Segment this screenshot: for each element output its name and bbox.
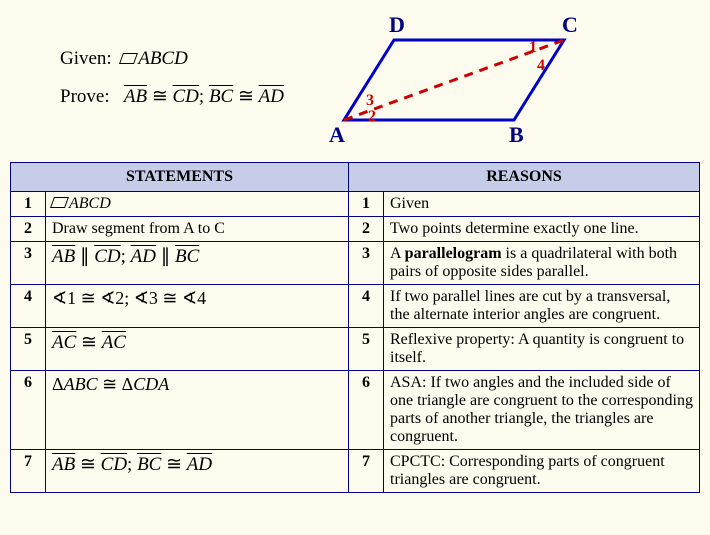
angle-1: 1 [529, 39, 537, 56]
given-value: ABCD [138, 48, 188, 69]
row-5: 5 AC ≅ AC 5 Reflexive property: A quanti… [11, 328, 700, 371]
seg-ab: AB [124, 86, 147, 107]
reason-cell: If two parallel lines are cut by a trans… [384, 285, 700, 328]
row-6: 6 ΔABC ≅ ΔCDA 6 ASA: If two angles and t… [11, 371, 700, 450]
seg-bc: BC [209, 86, 233, 107]
row-3: 3 AB ∥ CD; AD ∥ BC 3 A parallelogram is … [11, 242, 700, 285]
vertex-c: C [562, 12, 578, 37]
vertex-d: D [389, 12, 405, 37]
parallelogram-diagram: A B C D 1 4 3 2 [304, 10, 614, 150]
reason-cell: CPCTC: Corresponding parts of congruent … [384, 450, 700, 493]
stmt-cell: AB ∥ CD; AD ∥ BC [46, 242, 349, 285]
row-1: 1 ABCD 1 Given [11, 192, 700, 217]
prove-label: Prove: [60, 86, 110, 107]
row-2: 2 Draw segment from A to C 2 Two points … [11, 217, 700, 242]
reason-cell: ASA: If two angles and the included side… [384, 371, 700, 450]
stmt-cell: ∢1 ≅ ∢2; ∢3 ≅ ∢4 [46, 285, 349, 328]
reason-num: 1 [349, 192, 384, 217]
angle-4: 4 [537, 57, 545, 74]
angle-2: 2 [368, 108, 376, 125]
proof-table: STATEMENTS REASONS 1 ABCD 1 Given 2 Draw… [10, 162, 700, 493]
given-label: Given: [60, 48, 112, 69]
vertex-a: A [329, 122, 345, 147]
reason-cell: A parallelogram is a quadrilateral with … [384, 242, 700, 285]
angle-3: 3 [366, 92, 374, 109]
given-prove-block: Given: ABCD Prove: AB ≅ CD; BC ≅ AD [10, 10, 284, 116]
stmt-cell: Draw segment from A to C [46, 217, 349, 242]
stmt-cell: ABCD [46, 192, 349, 217]
statements-header: STATEMENTS [11, 163, 349, 192]
stmt-num: 1 [11, 192, 46, 217]
seg-ad: AD [259, 86, 284, 107]
header-area: Given: ABCD Prove: AB ≅ CD; BC ≅ AD A B … [10, 10, 700, 150]
row-7: 7 AB ≅ CD; BC ≅ AD 7 CPCTC: Correspondin… [11, 450, 700, 493]
stmt-cell: AC ≅ AC [46, 328, 349, 371]
stmt-cell: ΔABC ≅ ΔCDA [46, 371, 349, 450]
reason-cell: Two points determine exactly one line. [384, 217, 700, 242]
vertex-b: B [509, 122, 524, 147]
stmt-cell: AB ≅ CD; BC ≅ AD [46, 450, 349, 493]
seg-cd: CD [173, 86, 199, 107]
reasons-header: REASONS [349, 163, 700, 192]
parallelogram-icon [119, 53, 138, 64]
reason-cell: Reflexive property: A quantity is congru… [384, 328, 700, 371]
reason-cell: Given [384, 192, 700, 217]
row-4: 4 ∢1 ≅ ∢2; ∢3 ≅ ∢4 4 If two parallel lin… [11, 285, 700, 328]
header-row: STATEMENTS REASONS [11, 163, 700, 192]
parallelogram-icon [50, 197, 69, 208]
